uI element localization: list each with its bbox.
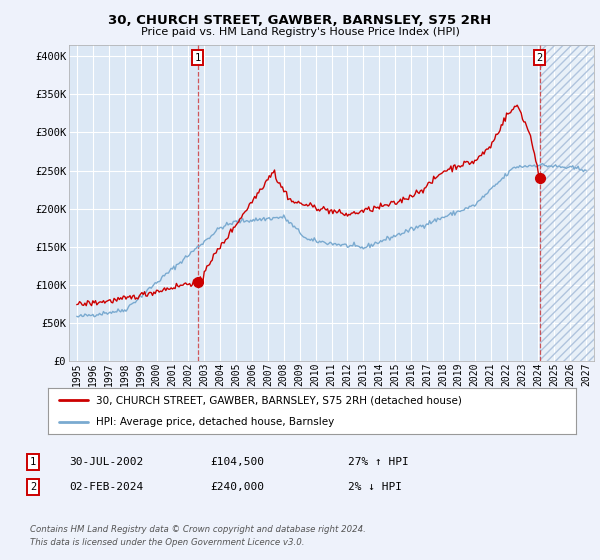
Text: 30, CHURCH STREET, GAWBER, BARNSLEY, S75 2RH: 30, CHURCH STREET, GAWBER, BARNSLEY, S75… [109,14,491,27]
Text: 1: 1 [194,53,200,63]
Text: HPI: Average price, detached house, Barnsley: HPI: Average price, detached house, Barn… [95,417,334,427]
Text: Price paid vs. HM Land Registry's House Price Index (HPI): Price paid vs. HM Land Registry's House … [140,27,460,37]
Text: This data is licensed under the Open Government Licence v3.0.: This data is licensed under the Open Gov… [30,538,305,547]
Text: 30-JUL-2002: 30-JUL-2002 [69,457,143,467]
Text: Contains HM Land Registry data © Crown copyright and database right 2024.: Contains HM Land Registry data © Crown c… [30,525,366,534]
Text: £104,500: £104,500 [210,457,264,467]
Text: 30, CHURCH STREET, GAWBER, BARNSLEY, S75 2RH (detached house): 30, CHURCH STREET, GAWBER, BARNSLEY, S75… [95,395,461,405]
Text: 02-FEB-2024: 02-FEB-2024 [69,482,143,492]
Text: £240,000: £240,000 [210,482,264,492]
Text: 1: 1 [30,457,36,467]
Text: 2: 2 [536,53,543,63]
Text: 27% ↑ HPI: 27% ↑ HPI [348,457,409,467]
Text: 2% ↓ HPI: 2% ↓ HPI [348,482,402,492]
Text: 2: 2 [30,482,36,492]
